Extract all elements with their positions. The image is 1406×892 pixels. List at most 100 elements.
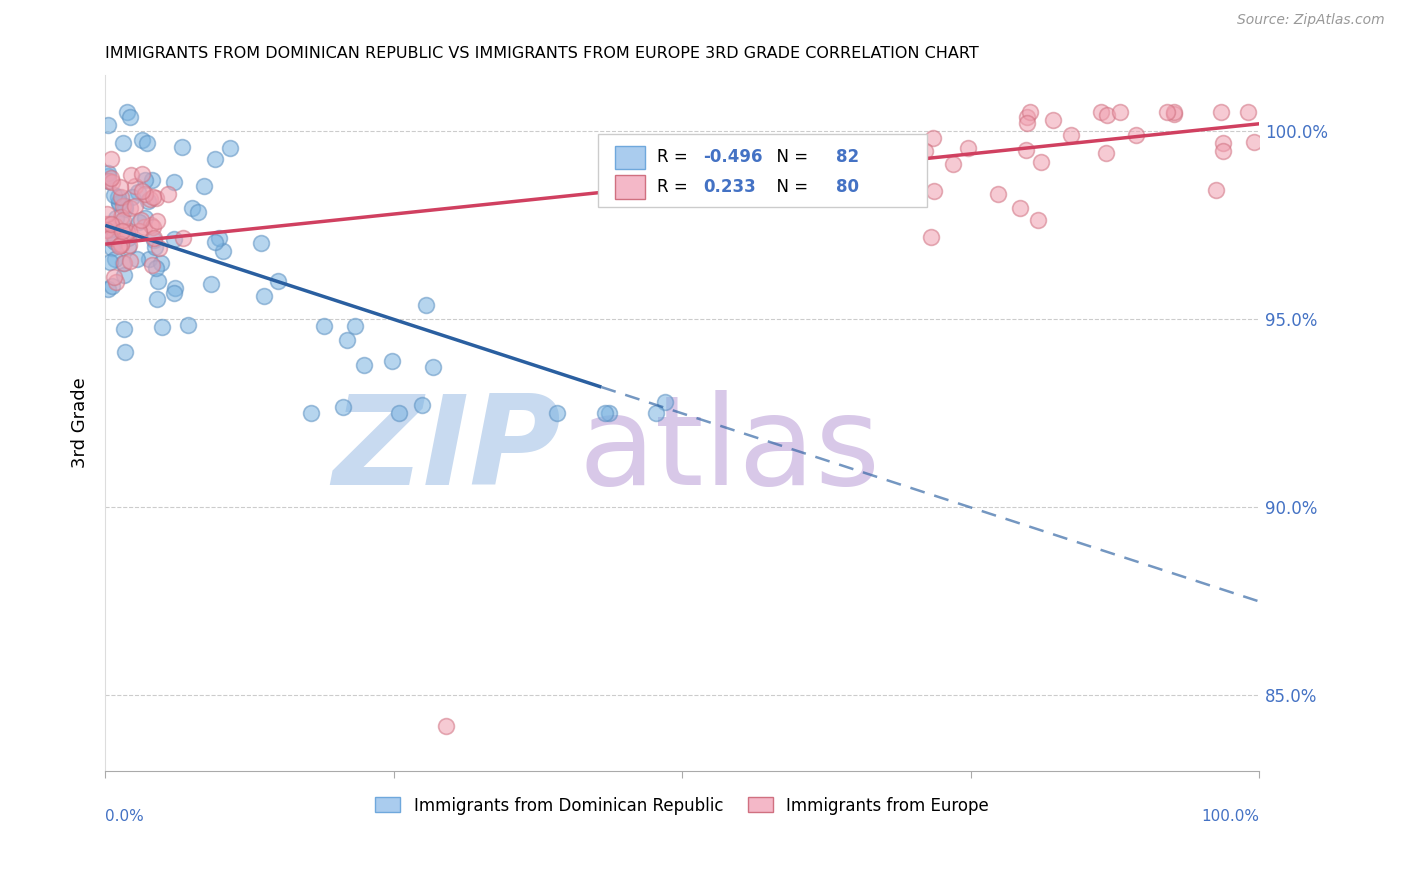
Point (211, 244, 233, 259)
Point (110, 236, 132, 251)
Point (1209, 105, 1232, 120)
Point (1090, 105, 1112, 120)
Point (105, 211, 128, 226)
Point (103, 188, 125, 202)
Point (107, 190, 129, 204)
Point (141, 258, 163, 272)
Point (98, 231, 121, 245)
Text: N =: N = (766, 148, 814, 166)
Point (1010, 201, 1032, 215)
Point (98, 255, 121, 269)
Point (1212, 136, 1234, 150)
Point (1060, 128, 1083, 142)
Point (96, 223, 118, 237)
Point (145, 261, 167, 276)
Point (1026, 213, 1049, 227)
Point (110, 210, 132, 224)
Point (208, 231, 231, 245)
Point (250, 235, 273, 250)
Point (1205, 184, 1227, 198)
Point (115, 225, 138, 239)
Point (644, 406, 666, 420)
Point (920, 229, 942, 244)
Point (128, 215, 150, 229)
Point (434, 718, 457, 732)
Point (101, 279, 124, 293)
Point (100, 175, 122, 189)
Point (134, 219, 156, 234)
Point (134, 211, 156, 226)
Point (134, 172, 156, 186)
FancyBboxPatch shape (616, 175, 645, 199)
Point (111, 216, 134, 230)
Point (96, 282, 118, 296)
FancyBboxPatch shape (598, 134, 927, 207)
Point (1042, 113, 1064, 128)
Point (100, 217, 122, 231)
Point (914, 144, 936, 158)
Point (163, 176, 186, 190)
Point (150, 320, 173, 334)
Point (100, 171, 122, 186)
Point (112, 322, 135, 336)
Point (112, 256, 135, 270)
Point (131, 167, 153, 181)
Point (114, 225, 136, 239)
Point (96, 169, 118, 184)
Point (114, 199, 136, 213)
Point (163, 281, 186, 295)
Point (114, 345, 136, 359)
Text: ZIP: ZIP (332, 390, 561, 511)
Point (134, 187, 156, 202)
Point (411, 397, 433, 411)
Point (118, 223, 141, 237)
Y-axis label: 3rd Grade: 3rd Grade (72, 377, 89, 468)
Text: 80: 80 (835, 178, 859, 196)
Text: 100.0%: 100.0% (1201, 809, 1260, 824)
Point (96, 166, 118, 180)
Point (104, 219, 127, 234)
Point (1031, 155, 1053, 169)
Point (145, 191, 167, 205)
Point (103, 228, 125, 243)
Point (143, 239, 166, 253)
Point (145, 293, 167, 307)
Point (110, 190, 132, 204)
Point (104, 235, 127, 249)
Point (1243, 135, 1265, 149)
Point (143, 233, 166, 247)
Point (172, 140, 194, 154)
Point (112, 199, 135, 213)
Point (142, 190, 165, 204)
Text: Source: ZipAtlas.com: Source: ZipAtlas.com (1237, 13, 1385, 28)
Point (654, 395, 676, 409)
Point (595, 406, 617, 420)
Point (942, 157, 965, 171)
Point (142, 220, 165, 235)
Point (422, 359, 444, 374)
Point (157, 186, 180, 201)
Point (172, 231, 194, 245)
Point (1212, 144, 1234, 158)
Point (141, 173, 163, 187)
Point (180, 201, 202, 215)
Point (128, 224, 150, 238)
Point (353, 359, 375, 373)
Point (111, 224, 134, 238)
Point (267, 274, 290, 288)
Point (1097, 108, 1119, 122)
Point (253, 288, 276, 302)
Point (1015, 110, 1038, 124)
Point (388, 406, 411, 420)
Text: 0.233: 0.233 (703, 178, 755, 196)
Point (120, 168, 142, 182)
Point (1015, 143, 1038, 157)
Point (117, 231, 139, 245)
Point (598, 406, 620, 420)
Point (103, 270, 125, 285)
Point (96, 217, 118, 231)
Point (415, 298, 437, 312)
Point (177, 318, 200, 333)
Point (146, 274, 169, 288)
Text: R =: R = (657, 148, 693, 166)
